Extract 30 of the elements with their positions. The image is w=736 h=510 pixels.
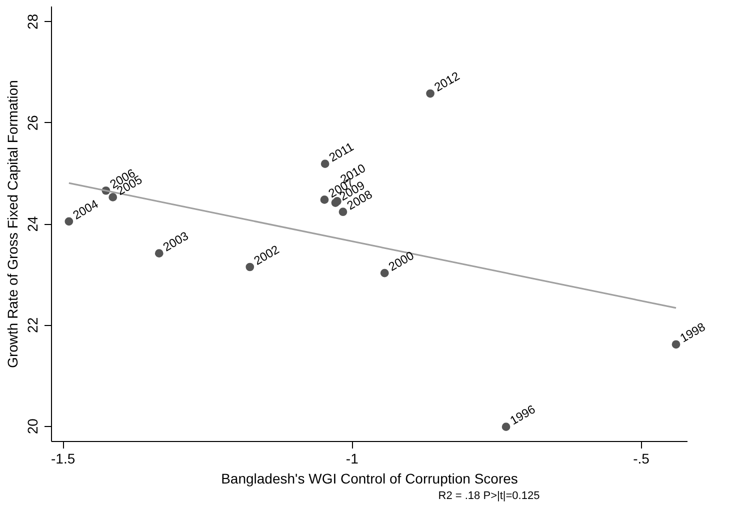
annotation: 2000 [386, 248, 417, 274]
point [64, 217, 74, 226]
x-tick-label: -1 [346, 450, 359, 466]
y-tick-label: 24 [24, 216, 40, 232]
point [672, 340, 680, 349]
y-tick-label: 22 [24, 317, 40, 333]
x-tick-label: -1.5 [51, 450, 76, 466]
point [246, 262, 254, 272]
annotation: 2012 [432, 68, 462, 94]
annotation: 1998 [678, 320, 708, 346]
text: R2 = .18 P>|t|=0.125 [438, 490, 540, 502]
point [320, 196, 329, 204]
x-axis-title: Bangladesh's WGI Control of Corruption Scores [221, 470, 518, 486]
point [426, 89, 434, 98]
point [338, 208, 348, 216]
annotation: 2011 [326, 139, 356, 165]
point [108, 193, 118, 202]
x-tick-label: -.5 [633, 450, 650, 466]
point [380, 268, 389, 278]
y-tick-label: 20 [24, 418, 40, 434]
y-tick-label: 28 [24, 14, 40, 30]
point [154, 249, 164, 258]
annotation: 2002 [251, 242, 282, 268]
annotation: 2003 [160, 228, 192, 254]
annotation: 2004 [70, 196, 101, 222]
point [320, 160, 330, 168]
annotation: 1996 [508, 402, 538, 428]
y-axis-title: Growth Rate of Gross Fixed Capital Formation [4, 80, 20, 368]
point [502, 422, 510, 432]
y-tick-label: 26 [24, 114, 40, 131]
